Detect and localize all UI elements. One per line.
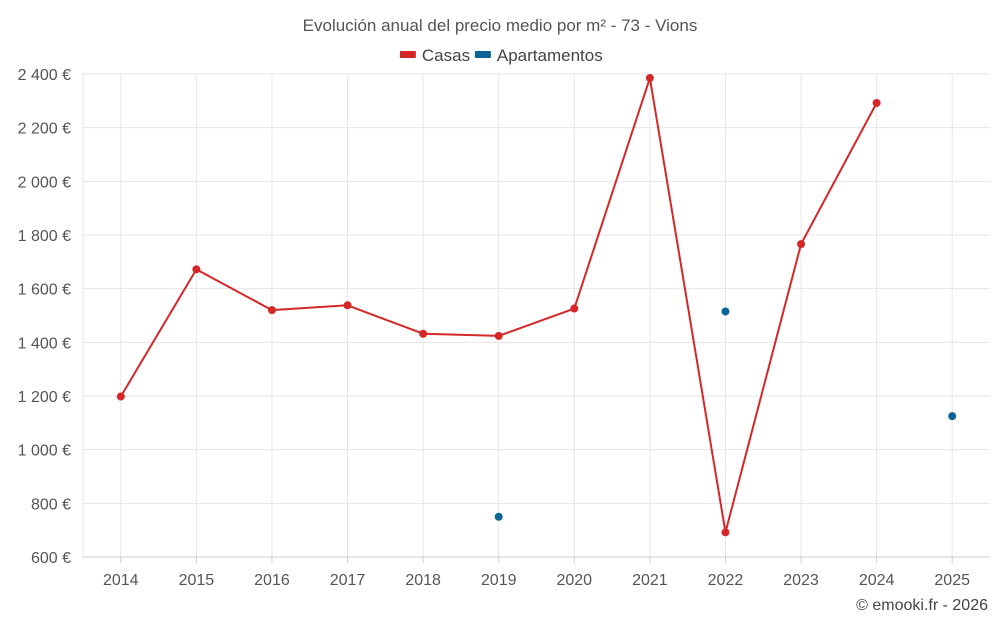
data-point-casas[interactable] <box>116 392 125 401</box>
data-point-casas[interactable] <box>419 329 428 338</box>
y-tick-label: 2 000 € <box>18 174 71 191</box>
y-tick-label: 600 € <box>31 550 71 567</box>
data-point-apartamentos[interactable] <box>494 512 503 521</box>
x-tick-label: 2021 <box>632 572 668 589</box>
x-tick-label: 2022 <box>708 572 744 589</box>
grid <box>83 73 990 557</box>
x-tick-label: 2018 <box>405 572 441 589</box>
axes: 600 € 800 € 1 000 € 1 200 € 1 400 € 1 600 € 1 … <box>18 67 990 589</box>
x-tick-label: 2016 <box>254 572 290 589</box>
data-point-casas[interactable] <box>267 306 276 315</box>
y-tick-label: 1 600 € <box>18 282 71 299</box>
data-point-casas[interactable] <box>721 528 730 537</box>
legend-swatch-apartamentos <box>474 51 491 58</box>
y-tick-label: 1 800 € <box>18 228 71 245</box>
credit-text: © emooki.fr - 2026 <box>856 597 988 614</box>
data-point-casas[interactable] <box>570 304 579 313</box>
chart-title: Evolución anual del precio medio por m² … <box>303 16 698 35</box>
data-point-casas[interactable] <box>872 98 881 107</box>
y-tick-label: 1 000 € <box>18 443 71 460</box>
series-layer <box>116 74 957 537</box>
data-point-casas[interactable] <box>192 265 201 274</box>
y-tick-label: 1 400 € <box>18 335 71 352</box>
x-tick-label: 2024 <box>859 572 895 589</box>
legend-label-apartamentos[interactable]: Apartamentos <box>497 46 603 65</box>
x-tick-label: 2014 <box>103 572 139 589</box>
y-tick-label: 2 400 € <box>18 67 71 84</box>
x-tick-label: 2023 <box>783 572 819 589</box>
x-tick-label: 2017 <box>330 572 366 589</box>
data-point-casas[interactable] <box>494 331 503 340</box>
data-point-apartamentos[interactable] <box>721 307 730 316</box>
x-tick-label: 2020 <box>556 572 592 589</box>
y-tick-label: 2 200 € <box>18 121 71 138</box>
x-tick-label: 2019 <box>481 572 517 589</box>
legend: Casas Apartamentos <box>399 46 603 65</box>
data-point-casas[interactable] <box>797 240 806 249</box>
data-point-casas[interactable] <box>343 301 352 310</box>
data-point-apartamentos[interactable] <box>948 412 957 421</box>
legend-swatch-casas <box>399 51 416 58</box>
y-tick-label: 1 200 € <box>18 389 71 406</box>
x-tick-label: 2015 <box>179 572 215 589</box>
x-tick-label: 2025 <box>934 572 970 589</box>
legend-label-casas[interactable]: Casas <box>422 46 470 65</box>
data-point-casas[interactable] <box>645 74 654 83</box>
y-tick-label: 800 € <box>31 496 71 513</box>
